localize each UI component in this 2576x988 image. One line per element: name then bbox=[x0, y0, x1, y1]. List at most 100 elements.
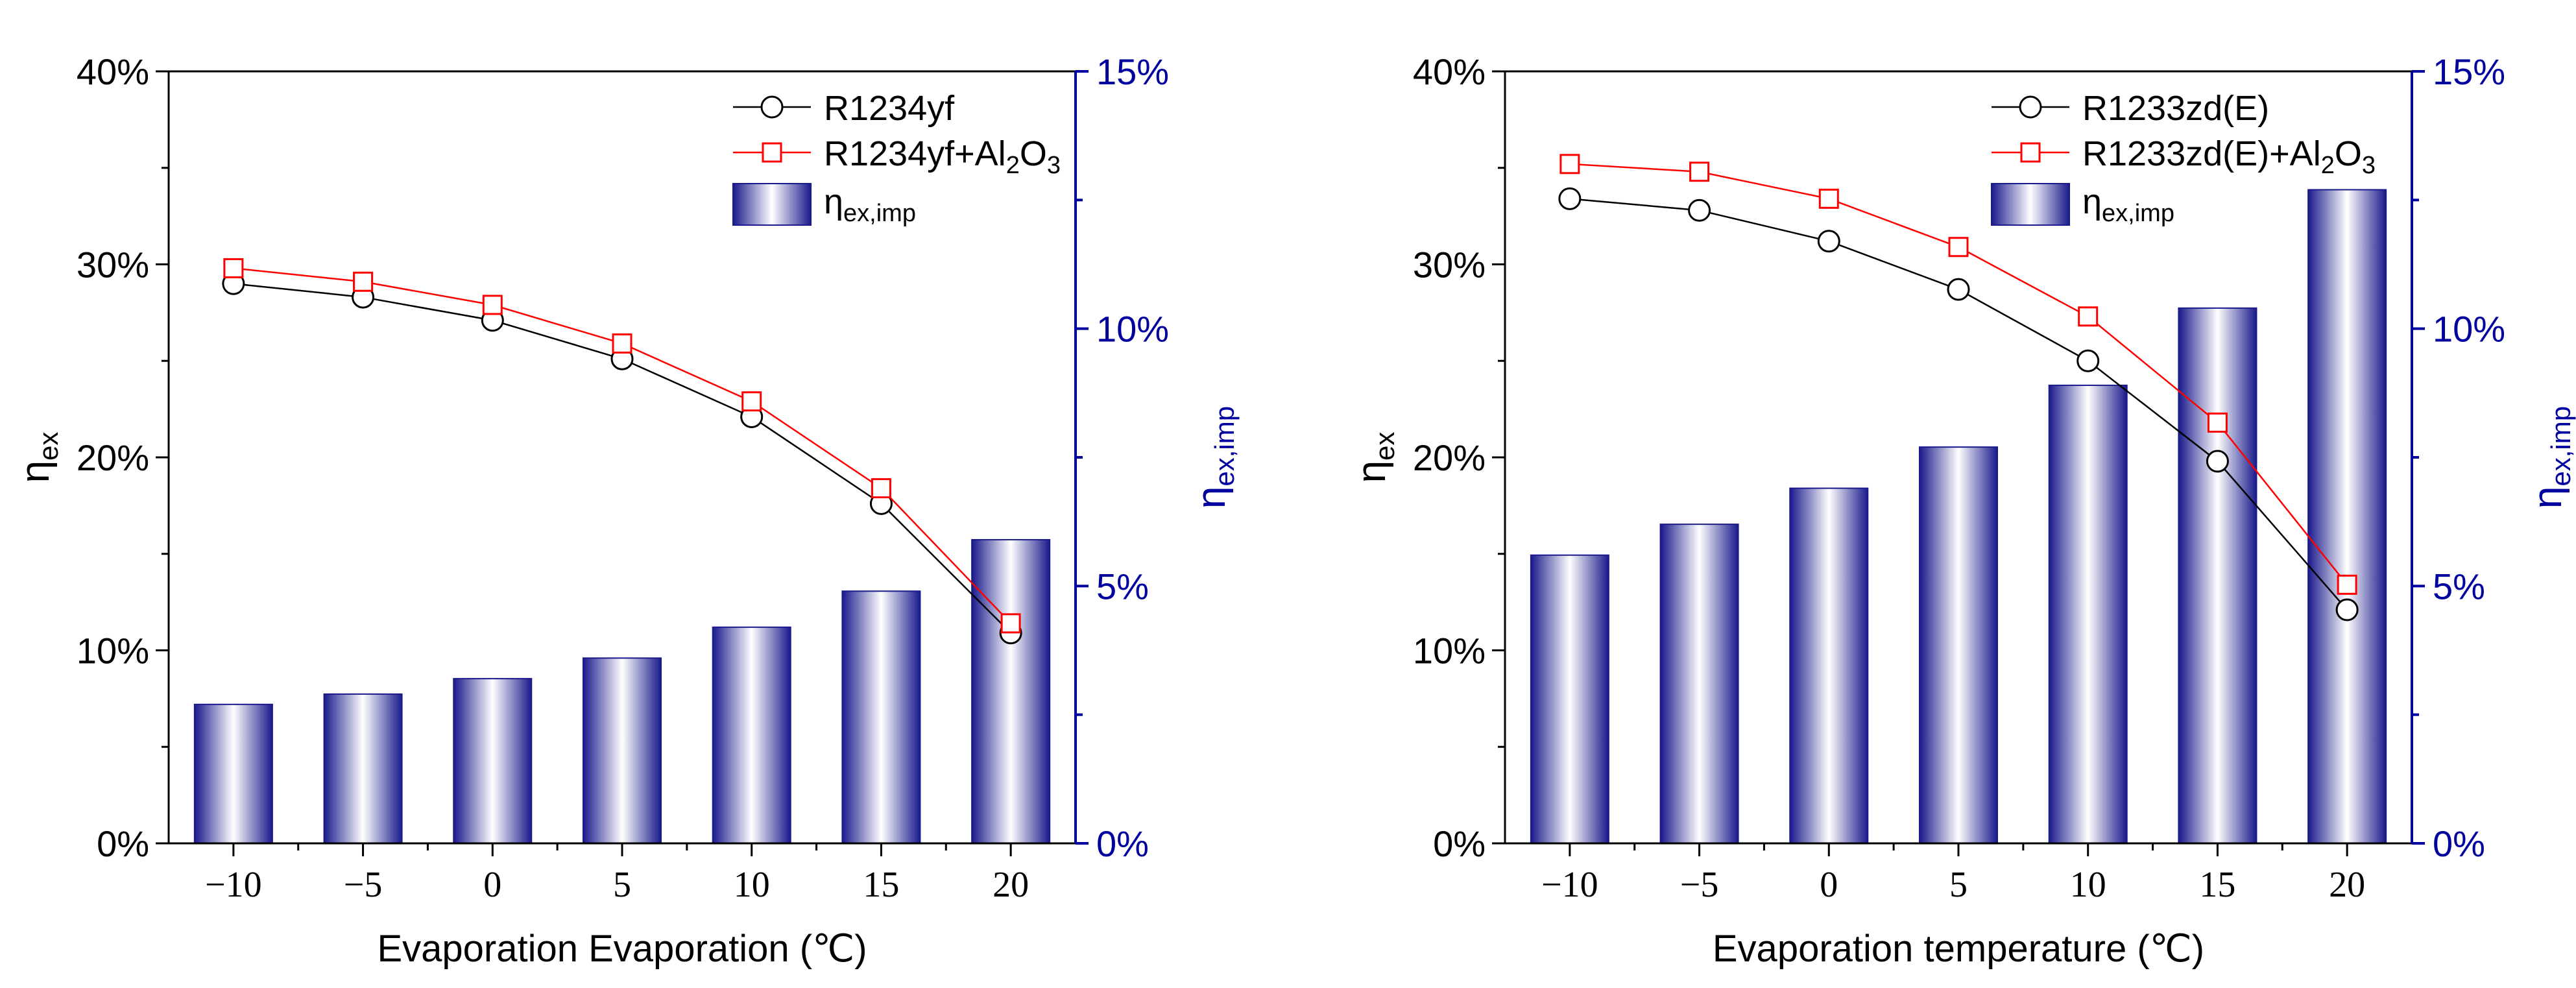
bar-10 bbox=[712, 626, 791, 844]
y-tick-label: 0% bbox=[1433, 823, 1486, 864]
point-square-15 bbox=[2207, 412, 2228, 433]
legend-bar-main: η bbox=[2082, 182, 2102, 221]
y-axis-label-main: η bbox=[13, 461, 58, 483]
x-tick-label: 15 bbox=[863, 865, 899, 905]
y2-axis-label-main: η bbox=[1189, 487, 1234, 509]
y-axis-label: ηex bbox=[1349, 432, 1400, 483]
y-tick-label: 30% bbox=[77, 245, 149, 285]
legend-label-np: R1234yf+Al2O3 bbox=[824, 134, 1061, 179]
y2-tick-label: 0% bbox=[2433, 823, 2485, 864]
point-square-10 bbox=[741, 391, 762, 412]
x-tick-label: −5 bbox=[1680, 865, 1719, 905]
legend-np-prefix: R1233zd(E)+Al bbox=[2082, 134, 2321, 173]
x-tick-label: 0 bbox=[483, 865, 501, 905]
legend-np-mid: O bbox=[1020, 134, 1047, 173]
legend-marker-square bbox=[2020, 142, 2041, 163]
y-tick-label: 0% bbox=[97, 823, 149, 864]
y-axis-label-sub: ex bbox=[1369, 432, 1400, 461]
legend-np-sub2: 3 bbox=[2362, 152, 2376, 179]
x-tick-label: −10 bbox=[1541, 865, 1598, 905]
bar-15 bbox=[2178, 307, 2257, 844]
x-tick-label: 15 bbox=[2199, 865, 2235, 905]
x-tick-label: 10 bbox=[2070, 865, 2106, 905]
legend-marker-circle bbox=[760, 95, 784, 119]
legend-np-sub1: 2 bbox=[1006, 152, 1020, 179]
point-square--10 bbox=[223, 258, 244, 278]
x-tick-label: 5 bbox=[613, 865, 631, 905]
bar-0 bbox=[1789, 487, 1869, 844]
legend-np-mid: O bbox=[2335, 134, 2362, 173]
y2-axis-label-sub: ex,imp bbox=[2546, 406, 2576, 487]
bar-5 bbox=[1919, 446, 1998, 844]
point-square-0 bbox=[482, 295, 503, 315]
point-square-0 bbox=[1818, 188, 1839, 209]
point-square-5 bbox=[1948, 237, 1969, 258]
legend-bar-main: η bbox=[824, 182, 843, 221]
y-axis-label-sub: ex bbox=[33, 432, 64, 461]
y2-axis-label: ηex,imp bbox=[1189, 406, 1240, 509]
legend-np-sub2: 3 bbox=[1047, 152, 1061, 179]
bar-20 bbox=[971, 538, 1051, 845]
bar-0 bbox=[453, 678, 533, 844]
legend-marker-square bbox=[762, 142, 782, 163]
point-square-5 bbox=[612, 333, 632, 354]
x-axis-label: Evaporation Evaporation (℃) bbox=[377, 928, 867, 970]
point-circle-20 bbox=[2335, 598, 2359, 621]
x-tick-label: −10 bbox=[205, 865, 262, 905]
legend-np-prefix: R1234yf+Al bbox=[824, 134, 1006, 173]
legend-label-bar: ηex,imp bbox=[2082, 182, 2174, 227]
y-tick-label: 10% bbox=[77, 631, 149, 671]
y2-axis-label-sub: ex,imp bbox=[1209, 406, 1240, 487]
point-square-10 bbox=[2078, 306, 2099, 327]
point-circle-10 bbox=[2076, 349, 2100, 372]
point-circle--5 bbox=[1688, 199, 1711, 222]
y-tick-label: 30% bbox=[1413, 245, 1486, 285]
legend-label-base: R1233zd(E) bbox=[2082, 89, 2269, 128]
y-axis-label: ηex bbox=[13, 432, 64, 483]
bar-15 bbox=[841, 590, 921, 844]
series-line-1 bbox=[233, 267, 1012, 624]
bar--10 bbox=[1530, 554, 1609, 844]
point-square--10 bbox=[1559, 154, 1580, 175]
legend-marker-circle bbox=[2019, 95, 2042, 119]
y2-tick-label: 0% bbox=[1096, 823, 1149, 864]
bar-20 bbox=[2307, 189, 2387, 844]
legend-label-bar: ηex,imp bbox=[824, 182, 916, 227]
legend-bar-sub: ex,imp bbox=[2102, 200, 2174, 227]
y-tick-label: 20% bbox=[1413, 437, 1486, 478]
point-square-20 bbox=[1000, 613, 1021, 634]
bar--10 bbox=[193, 703, 273, 845]
bar--5 bbox=[323, 693, 403, 845]
point-square-15 bbox=[871, 478, 891, 499]
y2-tick-label: 10% bbox=[1096, 309, 1169, 350]
x-tick-label: 20 bbox=[2329, 865, 2365, 905]
point-square--5 bbox=[1689, 162, 1710, 182]
bar--5 bbox=[1659, 524, 1739, 845]
y2-tick-label: 15% bbox=[1096, 51, 1169, 92]
y-tick-label: 40% bbox=[77, 51, 149, 92]
x-tick-label: 10 bbox=[734, 865, 770, 905]
bar-5 bbox=[583, 657, 662, 845]
legend-bar-swatch bbox=[1991, 183, 2070, 226]
y2-axis-label-main: η bbox=[2525, 487, 2570, 509]
y-tick-label: 10% bbox=[1413, 631, 1486, 671]
legend-np-sub1: 2 bbox=[2321, 152, 2335, 179]
chart-panel-left: 0% 10% 20% 30% 40% 0% 5% 10% 15% −10 −5 0 5 10 15 20 Eva… bbox=[13, 51, 1240, 970]
y-tick-label: 40% bbox=[1413, 51, 1486, 92]
y2-tick-label: 5% bbox=[1096, 566, 1149, 607]
y-axis-label-main: η bbox=[1349, 461, 1394, 483]
legend-label-base: R1234yf bbox=[824, 89, 955, 128]
point-square-20 bbox=[2337, 574, 2357, 595]
legend-bar-swatch bbox=[732, 183, 812, 226]
point-square--5 bbox=[353, 271, 374, 292]
x-tick-label: 20 bbox=[993, 865, 1029, 905]
point-circle-15 bbox=[2206, 450, 2229, 473]
x-tick-label: 0 bbox=[1820, 865, 1838, 905]
point-circle--10 bbox=[1558, 187, 1582, 210]
x-tick-label: 5 bbox=[1949, 865, 1968, 905]
y2-axis-label: ηex,imp bbox=[2525, 406, 2576, 509]
y2-tick-label: 10% bbox=[2433, 309, 2505, 350]
